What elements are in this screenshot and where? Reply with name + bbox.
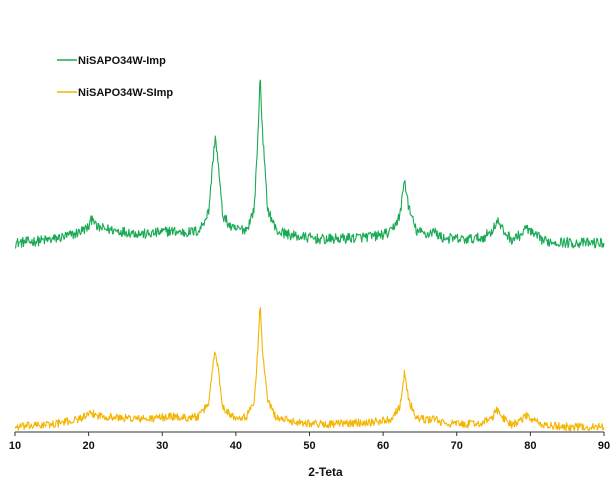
legend-label-1: NiSAPO34W-SImp xyxy=(78,87,173,99)
series-group xyxy=(14,79,605,432)
x-tick-label: 50 xyxy=(303,440,315,452)
legend-label-0: NiSAPO34W-Imp xyxy=(78,55,166,67)
x-tick-label: 30 xyxy=(156,440,168,452)
x-axis-ticks: 10 20 30 40 50 60 70 80 90 xyxy=(9,432,610,452)
x-axis-title: 2-Teta xyxy=(308,465,343,479)
x-tick-label: 80 xyxy=(524,440,536,452)
x-tick-label: 10 xyxy=(9,440,21,452)
legend: NiSAPO34W-Imp NiSAPO34W-SImp xyxy=(57,55,173,99)
series-line-0 xyxy=(14,79,605,249)
x-tick-label: 40 xyxy=(230,440,242,452)
x-tick-label: 20 xyxy=(83,440,95,452)
series-line-1 xyxy=(14,307,605,432)
x-tick-label: 70 xyxy=(451,440,463,452)
x-tick-label: 60 xyxy=(377,440,389,452)
plot-area: 10 20 30 40 50 60 70 80 90 xyxy=(9,79,610,452)
x-tick-label: 90 xyxy=(598,440,610,452)
